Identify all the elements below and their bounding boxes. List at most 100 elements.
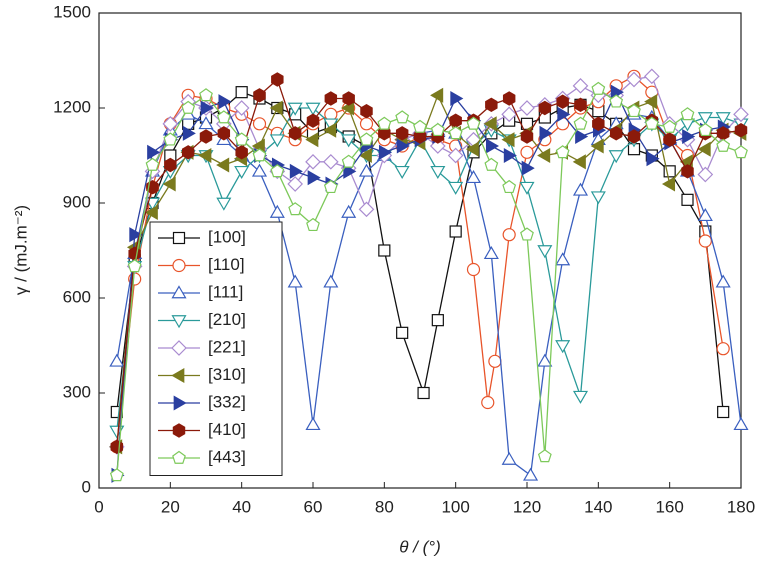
marker bbox=[431, 314, 444, 327]
marker bbox=[378, 244, 391, 257]
marker bbox=[394, 165, 410, 180]
marker bbox=[572, 154, 586, 170]
marker bbox=[171, 340, 187, 356]
marker bbox=[127, 259, 142, 273]
marker bbox=[396, 326, 409, 339]
marker bbox=[171, 367, 185, 384]
marker bbox=[129, 227, 143, 243]
marker bbox=[217, 126, 231, 141]
marker bbox=[252, 148, 267, 162]
marker bbox=[171, 285, 187, 299]
marker bbox=[501, 106, 518, 123]
marker bbox=[503, 147, 517, 164]
marker bbox=[555, 145, 570, 159]
marker bbox=[199, 88, 213, 102]
marker bbox=[430, 165, 446, 180]
marker bbox=[269, 134, 285, 148]
marker bbox=[172, 231, 186, 245]
marker bbox=[198, 116, 214, 130]
marker bbox=[697, 112, 713, 126]
marker bbox=[716, 138, 731, 152]
marker bbox=[483, 245, 499, 260]
marker bbox=[342, 91, 355, 106]
marker bbox=[147, 144, 161, 160]
marker bbox=[270, 164, 285, 178]
marker bbox=[663, 132, 676, 147]
marker bbox=[235, 145, 248, 160]
marker bbox=[252, 117, 267, 131]
marker bbox=[734, 145, 748, 159]
marker bbox=[287, 102, 303, 116]
marker bbox=[573, 116, 588, 130]
marker bbox=[520, 129, 534, 144]
marker bbox=[627, 103, 641, 118]
marker bbox=[519, 181, 535, 195]
marker bbox=[734, 122, 748, 138]
marker bbox=[501, 451, 517, 465]
marker bbox=[199, 129, 213, 144]
marker bbox=[396, 138, 410, 154]
marker bbox=[555, 340, 571, 354]
marker bbox=[449, 113, 462, 128]
marker bbox=[608, 150, 624, 164]
marker bbox=[288, 126, 302, 141]
marker bbox=[358, 147, 372, 164]
marker bbox=[172, 450, 186, 464]
marker bbox=[359, 117, 374, 131]
marker bbox=[306, 217, 320, 232]
marker bbox=[128, 246, 141, 261]
marker bbox=[485, 97, 498, 113]
marker bbox=[484, 157, 499, 171]
marker bbox=[216, 157, 230, 173]
marker bbox=[430, 87, 444, 103]
marker bbox=[359, 132, 374, 146]
marker bbox=[343, 163, 357, 179]
marker bbox=[663, 165, 676, 178]
marker bbox=[162, 115, 179, 132]
marker bbox=[162, 176, 176, 192]
marker bbox=[216, 110, 231, 124]
marker bbox=[483, 116, 497, 132]
marker bbox=[716, 342, 730, 356]
marker bbox=[682, 128, 696, 145]
marker bbox=[538, 100, 552, 116]
x-tick-label: 60 bbox=[304, 497, 323, 516]
marker bbox=[305, 153, 321, 170]
marker bbox=[171, 315, 187, 329]
marker bbox=[110, 439, 124, 455]
marker bbox=[447, 147, 464, 164]
legend-label: [310] bbox=[208, 365, 246, 384]
plot-frame bbox=[98, 12, 742, 489]
marker bbox=[557, 106, 571, 122]
marker bbox=[287, 176, 304, 192]
marker bbox=[537, 245, 553, 259]
x-tick-label: 0 bbox=[94, 497, 103, 516]
marker bbox=[644, 94, 658, 110]
legend-label: [100] bbox=[208, 227, 246, 246]
marker bbox=[485, 138, 500, 154]
legend-label: [110] bbox=[208, 255, 245, 274]
marker bbox=[172, 258, 186, 273]
marker bbox=[164, 157, 177, 173]
marker bbox=[717, 405, 730, 419]
marker bbox=[627, 129, 641, 144]
marker bbox=[572, 77, 589, 94]
marker bbox=[662, 119, 677, 133]
legend-label: [443] bbox=[208, 447, 246, 466]
marker bbox=[324, 91, 338, 106]
y-axis-label: γ / (mJ.m⁻²) bbox=[11, 205, 30, 295]
marker bbox=[216, 197, 232, 211]
marker bbox=[572, 390, 589, 404]
marker bbox=[413, 119, 427, 133]
marker bbox=[448, 181, 464, 195]
marker bbox=[271, 72, 284, 87]
marker bbox=[269, 100, 283, 116]
marker bbox=[537, 449, 552, 463]
marker bbox=[465, 169, 482, 184]
marker bbox=[323, 274, 339, 288]
marker bbox=[661, 176, 676, 192]
marker bbox=[698, 122, 713, 137]
marker bbox=[305, 416, 321, 431]
marker bbox=[555, 252, 571, 266]
marker bbox=[590, 138, 604, 154]
